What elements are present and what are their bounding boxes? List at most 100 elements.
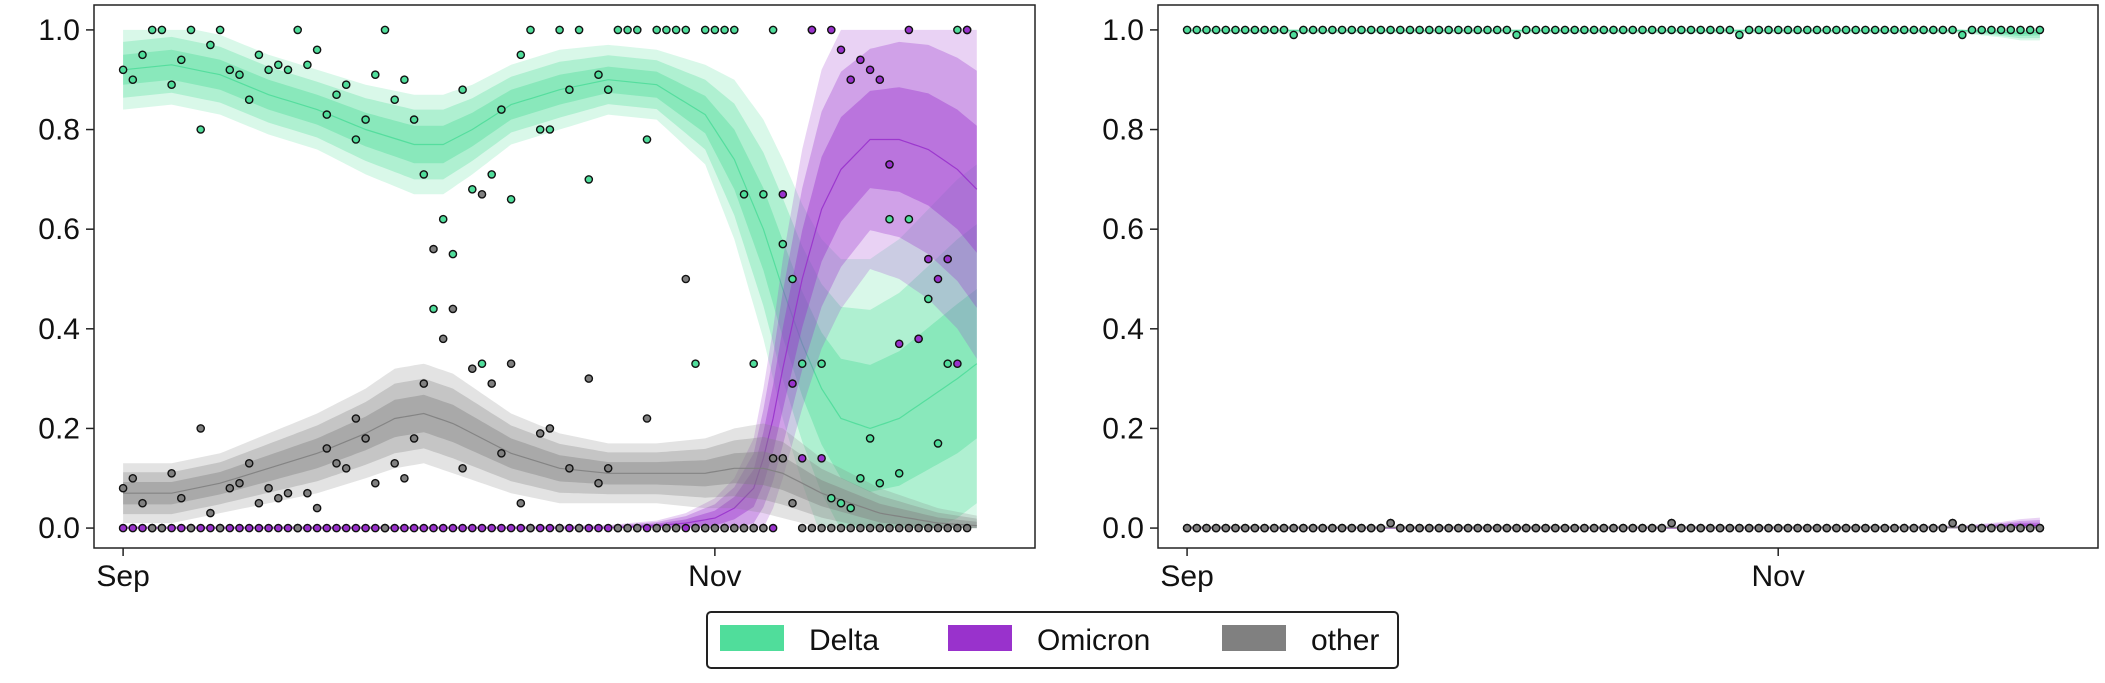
data-point-other (1328, 523, 1337, 533)
data-point-delta (545, 125, 555, 134)
data-point-delta (1764, 25, 1773, 35)
data-point-omicron (458, 523, 467, 533)
data-point-omicron (924, 254, 933, 264)
data-point-omicron (943, 254, 953, 264)
data-point-other (1492, 523, 1502, 533)
data-point-delta (710, 25, 720, 35)
data-point-delta (739, 189, 749, 199)
data-point-omicron (487, 523, 497, 533)
data-point-omicron (875, 75, 885, 84)
data-point-other (1463, 523, 1473, 533)
data-point-other (322, 444, 332, 453)
data-point-omicron (322, 523, 332, 533)
data-point-other (1899, 523, 1909, 533)
data-point-other (1386, 518, 1395, 528)
data-point-other (438, 334, 448, 344)
data-point-delta (1667, 25, 1676, 35)
data-point-delta (1318, 25, 1327, 35)
data-point-delta (1638, 25, 1647, 35)
data-point-omicron (244, 523, 254, 533)
data-point-delta (1260, 25, 1269, 35)
data-point-omicron (788, 379, 797, 388)
data-point-delta (1192, 25, 1202, 35)
data-point-other (206, 508, 215, 518)
data-point-other (662, 523, 671, 533)
data-point-other (2016, 523, 2025, 533)
data-point-other (1425, 523, 1434, 533)
data-point-other (167, 468, 176, 478)
data-point-delta (1599, 25, 1609, 35)
data-point-other (1279, 523, 1289, 533)
data-point-delta (1832, 25, 1841, 35)
data-point-other (1773, 523, 1783, 533)
band-other-1 (123, 378, 977, 529)
data-point-other (1657, 523, 1667, 533)
data-point-delta (1773, 25, 1783, 35)
data-point-delta (206, 40, 215, 50)
data-point-delta (1851, 25, 1860, 35)
data-point-other (1250, 523, 1260, 533)
data-point-other (1396, 523, 1405, 533)
data-point-delta (1715, 25, 1725, 35)
band-other-0 (123, 363, 977, 529)
data-point-other (565, 463, 574, 473)
data-point-delta (1425, 25, 1434, 35)
data-point-delta (157, 25, 167, 35)
data-point-delta (390, 95, 400, 104)
data-point-other (283, 488, 293, 498)
data-point-other (235, 478, 244, 488)
data-point-delta (1415, 25, 1424, 35)
data-point-other (535, 429, 545, 438)
data-point-omicron (429, 523, 438, 533)
data-point-delta (613, 25, 623, 35)
data-point-other (1803, 523, 1812, 533)
axes-frame (1157, 4, 2099, 549)
data-point-omicron (962, 25, 972, 35)
data-point-omicron (768, 523, 778, 533)
data-point-delta (1783, 25, 1793, 35)
data-point-other (1880, 523, 1890, 533)
data-point-other (594, 478, 603, 488)
data-point-delta (1483, 25, 1492, 35)
data-point-other (2035, 523, 2045, 533)
y-tick-label: 0.0 (38, 512, 80, 545)
data-point-delta (477, 359, 487, 369)
data-point-delta (1463, 25, 1473, 35)
data-point-delta (225, 65, 235, 75)
data-point-other (215, 523, 225, 533)
band-delta-0 (123, 29, 977, 529)
y-tick-label: 0.6 (38, 213, 80, 246)
data-point-other (1977, 523, 1986, 533)
data-point-delta (1376, 25, 1386, 35)
data-point-delta (1299, 25, 1308, 35)
data-point-other (196, 424, 205, 433)
data-point-other (1405, 523, 1415, 533)
data-point-omicron (584, 523, 594, 533)
data-point-delta (448, 249, 458, 259)
data-point-other (749, 523, 759, 533)
data-point-delta (2016, 25, 2025, 35)
data-point-omicron (807, 25, 817, 35)
data-point-other (817, 523, 826, 533)
data-point-delta (1366, 25, 1376, 35)
data-point-other (293, 523, 303, 533)
data-point-delta (429, 304, 438, 314)
data-point-other (1618, 523, 1628, 533)
data-point-other (264, 483, 273, 493)
legend-label-other: other (1311, 624, 1379, 657)
data-point-other (1318, 523, 1327, 533)
data-point-omicron (438, 523, 448, 533)
data-point-other (1861, 523, 1870, 533)
y-tick-label: 0.8 (1102, 114, 1144, 147)
data-point-other (254, 498, 264, 508)
data-point-omicron (953, 359, 962, 369)
data-point-delta (1618, 25, 1628, 35)
data-point-other (671, 523, 681, 533)
data-point-other (1308, 523, 1318, 533)
data-point-other (555, 523, 564, 533)
data-point-other (1551, 523, 1560, 533)
data-point-omicron (817, 453, 826, 463)
data-point-delta (924, 294, 933, 304)
data-point-delta (1706, 25, 1715, 35)
data-point-delta (1744, 25, 1754, 35)
